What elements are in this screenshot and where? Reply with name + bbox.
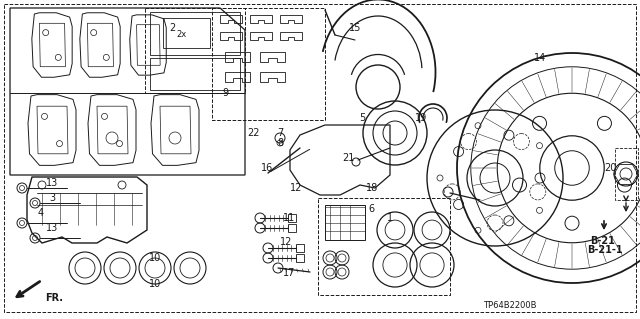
Bar [615, 148, 638, 200]
Bar [212, 8, 325, 120]
Text: 6: 6 [368, 204, 374, 214]
Bar [163, 18, 210, 48]
Text: FR.: FR. [45, 293, 63, 303]
Text: 16: 16 [261, 163, 273, 173]
Text: 12: 12 [280, 237, 292, 247]
Bar [318, 198, 450, 295]
Bar [288, 214, 296, 222]
Bar [150, 58, 240, 90]
Bar [296, 244, 304, 252]
Text: 10: 10 [149, 279, 161, 289]
Text: 1: 1 [387, 213, 393, 223]
Text: 2x: 2x [176, 30, 186, 39]
Text: 15: 15 [349, 23, 361, 33]
Text: 7: 7 [277, 128, 283, 138]
Text: 18: 18 [366, 183, 378, 193]
Text: 19: 19 [415, 113, 427, 123]
Text: 2: 2 [169, 23, 175, 33]
Text: 14: 14 [534, 53, 546, 63]
Text: 13: 13 [46, 178, 58, 188]
Text: 5: 5 [359, 113, 365, 123]
Text: TP64B2200B: TP64B2200B [483, 301, 537, 310]
Text: 9: 9 [222, 88, 228, 98]
Text: B-21-1: B-21-1 [587, 245, 623, 255]
Text: 22: 22 [247, 128, 259, 138]
Bar [325, 205, 365, 240]
Bar [145, 8, 245, 93]
Bar [150, 12, 240, 55]
Text: B-21: B-21 [590, 236, 615, 246]
Text: 21: 21 [342, 153, 354, 163]
Bar [296, 254, 304, 262]
Bar [288, 224, 296, 232]
Text: 13: 13 [46, 223, 58, 233]
Text: 17: 17 [283, 268, 295, 278]
Text: 4: 4 [38, 208, 44, 218]
Text: 8: 8 [277, 138, 283, 148]
Text: 12: 12 [290, 183, 302, 193]
Text: 20: 20 [604, 163, 616, 173]
Text: 3: 3 [49, 193, 55, 203]
Text: 11: 11 [283, 213, 295, 223]
Text: 10: 10 [149, 253, 161, 263]
